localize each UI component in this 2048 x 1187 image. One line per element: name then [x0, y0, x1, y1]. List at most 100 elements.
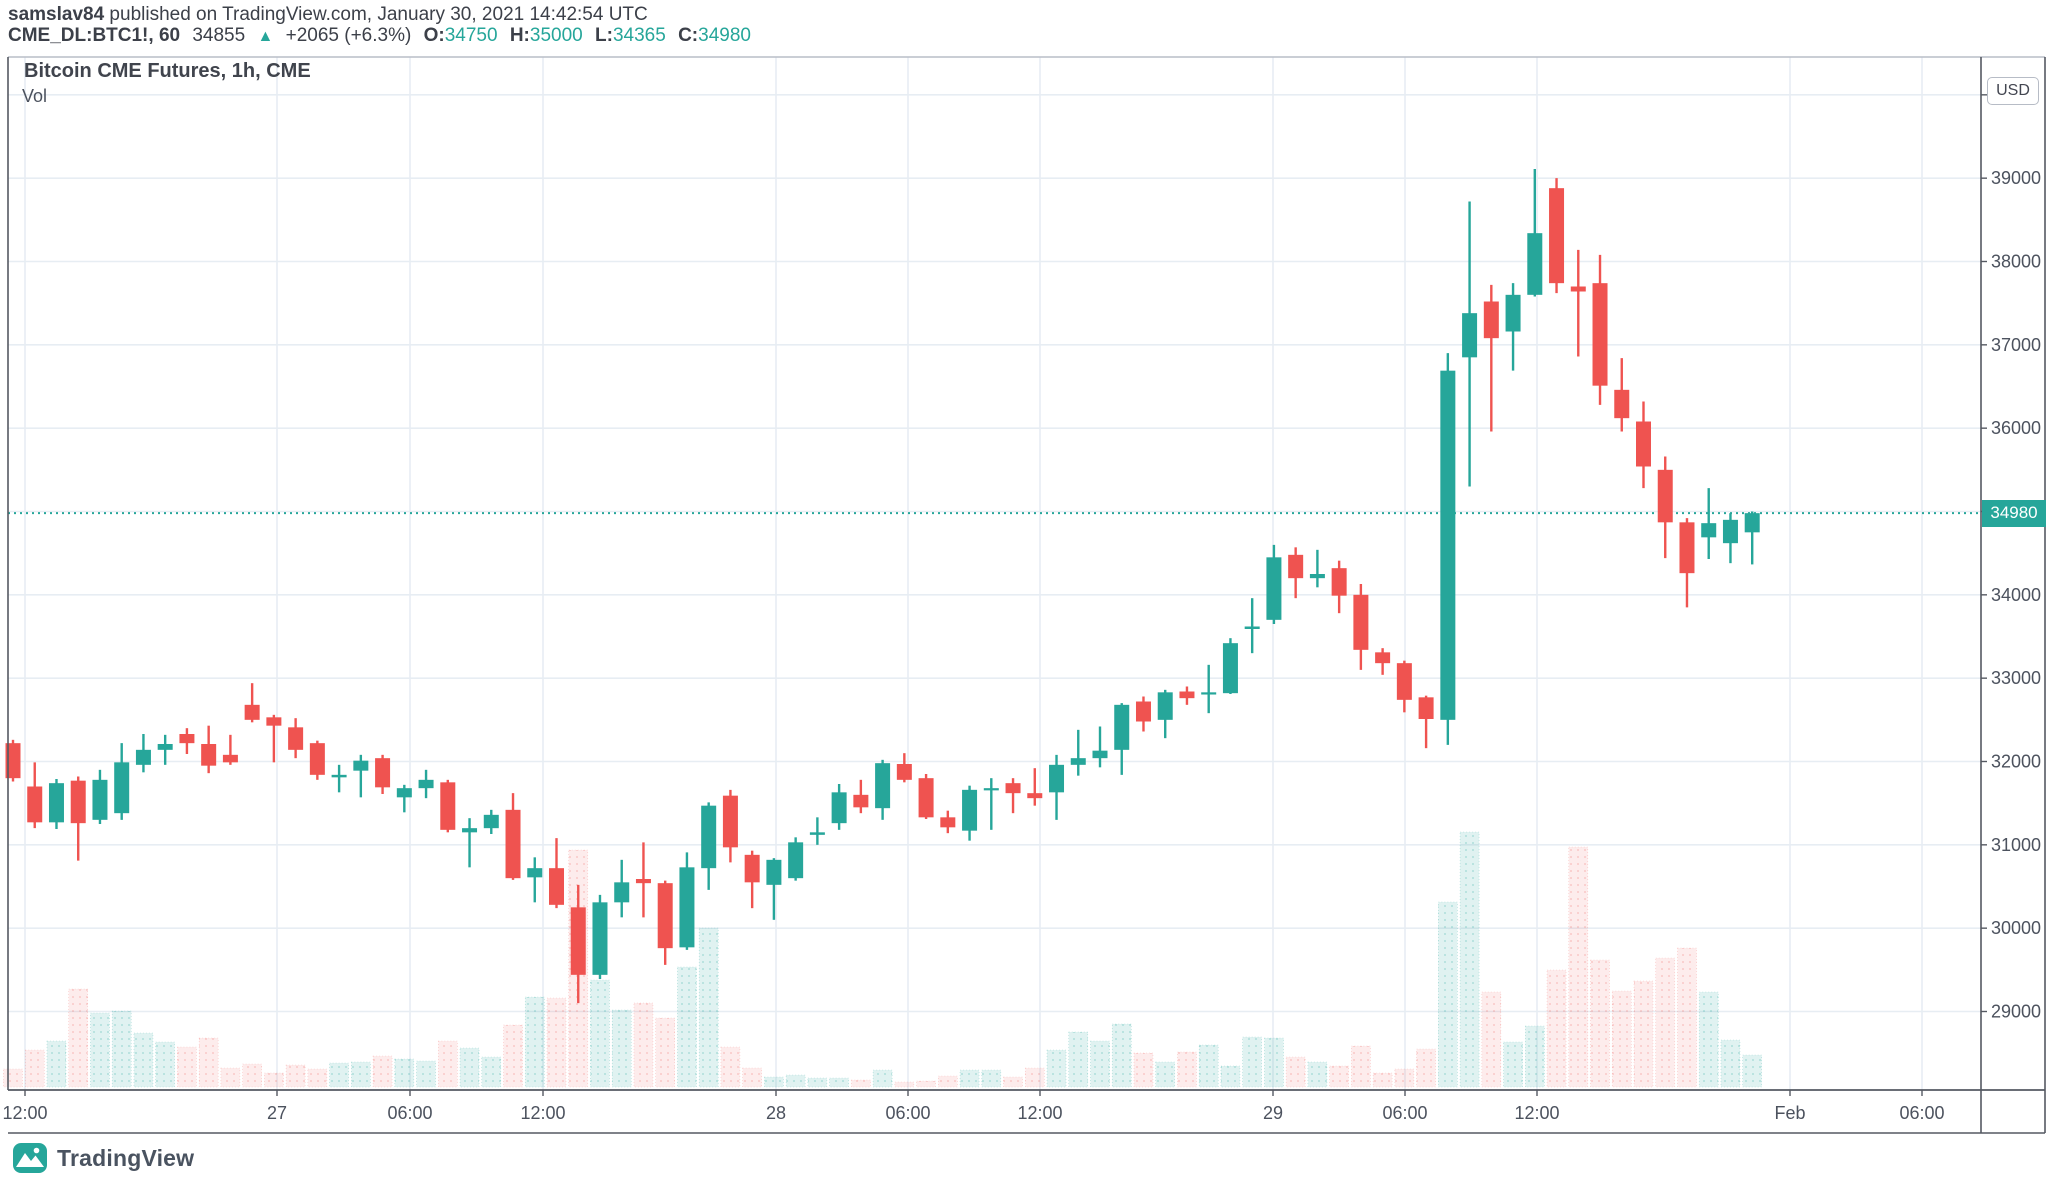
volume-bar: [1285, 1056, 1306, 1088]
volume-bar: [1394, 1068, 1415, 1088]
price-axis-label[interactable]: 31000: [1991, 835, 2041, 855]
volume-bar: [720, 1046, 741, 1088]
volume-bar: [220, 1067, 241, 1088]
candle-body: [657, 883, 673, 949]
volume-bar: [872, 1069, 893, 1088]
currency-toggle-button[interactable]: USD: [1987, 77, 2039, 105]
candle-body: [722, 795, 738, 848]
candle-body: [222, 754, 238, 763]
candle-body: [1092, 750, 1108, 759]
tradingview-branding[interactable]: TradingView: [12, 1140, 194, 1176]
candle-body: [157, 743, 173, 750]
candle-body: [1070, 758, 1086, 765]
time-axis-label[interactable]: 12:00: [1514, 1103, 1559, 1123]
volume-bar: [3, 1068, 23, 1088]
close-label: C:: [678, 25, 699, 46]
volume-bar: [416, 1060, 436, 1088]
candle-body: [1266, 557, 1282, 620]
price-axis-label[interactable]: 38000: [1991, 252, 2041, 272]
author-name: samslav84: [8, 4, 105, 25]
volume-bar: [1568, 846, 1589, 1088]
volume-indicator-label: Vol: [22, 86, 48, 106]
volume-bar: [851, 1079, 871, 1088]
candle-body: [1135, 701, 1151, 722]
candle-body: [592, 902, 608, 975]
time-axis-label[interactable]: 12:00: [520, 1103, 565, 1123]
volume-bar: [1090, 1040, 1110, 1088]
candle-body: [1701, 523, 1717, 538]
volume-bar: [133, 1032, 154, 1088]
price-axis-label[interactable]: 29000: [1991, 1001, 2041, 1021]
volume-bar: [46, 1040, 67, 1088]
candle-body: [940, 817, 956, 828]
volume-bar: [1633, 980, 1654, 1088]
candle-body: [1505, 294, 1521, 332]
time-axis-label[interactable]: 12:00: [1017, 1103, 1062, 1123]
candle-body: [1157, 692, 1173, 720]
volume-bar: [807, 1077, 828, 1088]
candle-body: [375, 758, 391, 788]
volume-bar: [1525, 1025, 1545, 1088]
volume-bar: [459, 1047, 480, 1088]
volume-bar: [1220, 1065, 1241, 1088]
candle-body: [1592, 283, 1608, 386]
time-axis-label[interactable]: 06:00: [885, 1103, 930, 1123]
volume-bar: [177, 1046, 197, 1088]
volume-bar: [698, 927, 719, 1088]
price-axis-label[interactable]: 37000: [1991, 335, 2041, 355]
candle-body: [396, 788, 412, 798]
candle-body: [244, 704, 260, 720]
price-axis-label[interactable]: 33000: [1991, 668, 2041, 688]
price-axis-label[interactable]: 30000: [1991, 918, 2041, 938]
candle-body: [875, 763, 891, 809]
candle-body: [1005, 783, 1021, 794]
volume-bar: [111, 1010, 132, 1088]
candle-body: [92, 779, 108, 820]
candle-body: [179, 733, 195, 744]
volume-bar: [24, 1049, 45, 1088]
time-axis-label[interactable]: 29: [1263, 1103, 1283, 1123]
time-axis-label[interactable]: 06:00: [1382, 1103, 1427, 1123]
volume-bar: [1111, 1023, 1132, 1088]
volume-bar: [1416, 1048, 1436, 1088]
candle-body: [962, 789, 978, 831]
time-axis-label[interactable]: 06:00: [387, 1103, 432, 1123]
candle-body: [1744, 513, 1760, 533]
change-value: +2065 (+6.3%): [285, 25, 412, 46]
chart-title: Bitcoin CME Futures, 1h, CME: [24, 60, 311, 82]
time-axis-label[interactable]: Feb: [1774, 1103, 1805, 1123]
time-axis-label[interactable]: 27: [267, 1103, 287, 1123]
volume-bar: [916, 1080, 936, 1088]
volume-bar: [1720, 1039, 1741, 1088]
price-axis-label[interactable]: 36000: [1991, 418, 2041, 438]
price-axis-label[interactable]: 34000: [1991, 585, 2041, 605]
candle-body: [1179, 691, 1195, 699]
volume-bar: [351, 1061, 371, 1088]
candle-body: [505, 809, 521, 879]
volume-bar: [829, 1077, 849, 1088]
volume-bar: [546, 997, 567, 1088]
time-axis-label[interactable]: 12:00: [2, 1103, 47, 1123]
candle-body: [983, 788, 999, 791]
volume-bar: [1481, 991, 1502, 1088]
candle-body: [1657, 469, 1673, 523]
price-axis-label[interactable]: 39000: [1991, 168, 2041, 188]
volume-bar: [503, 1024, 523, 1088]
time-axis-label[interactable]: 28: [766, 1103, 786, 1123]
volume-bar: [437, 1040, 458, 1088]
time-axis-label[interactable]: 06:00: [1899, 1103, 1944, 1123]
candle-body: [483, 814, 499, 829]
volume-bar: [481, 1056, 502, 1088]
candle-body: [570, 907, 586, 975]
chart-canvas[interactable]: 29000 30000 31000 32000 33000 34000 36000 37000…: [0, 0, 2048, 1140]
volume-bar: [264, 1072, 284, 1088]
volume-bar: [1546, 969, 1567, 1088]
candle-body: [331, 774, 347, 778]
candle-body: [1201, 692, 1217, 695]
price-axis-label[interactable]: 32000: [1991, 751, 2041, 771]
candle-body: [288, 727, 304, 750]
volume-bar: [198, 1037, 219, 1088]
low-label: L:: [595, 25, 613, 46]
candle-body: [1679, 522, 1695, 574]
candle-body: [1027, 793, 1043, 799]
